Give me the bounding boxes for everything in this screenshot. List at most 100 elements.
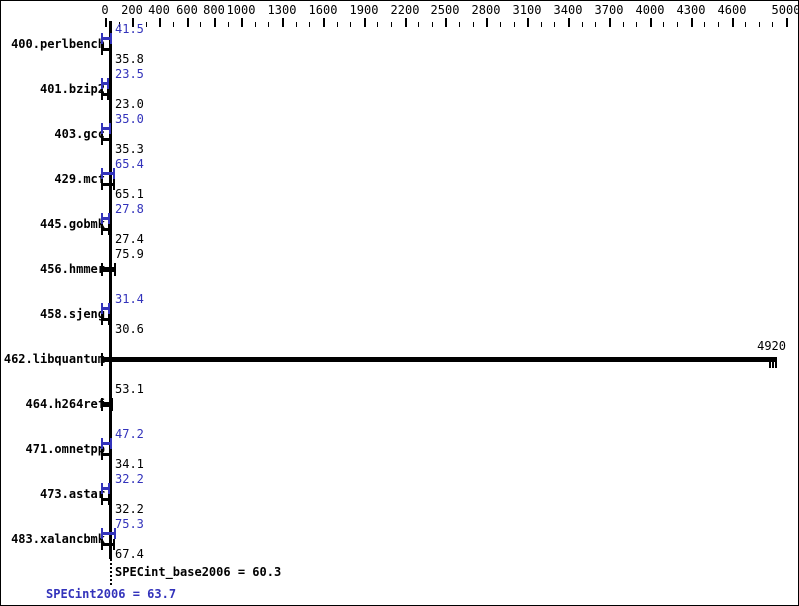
x-axis-minor-tick [255,22,256,27]
bar-start-cap [101,168,103,179]
x-axis-tick-label: 400 [148,3,170,17]
peak-bar-line [101,127,110,130]
x-axis-major-tick [214,18,216,27]
x-axis-major-tick [105,18,107,27]
bar-start-cap [101,449,103,460]
x-axis-major-tick [187,18,189,27]
x-axis-tick-label: 0 [101,3,109,17]
bar-start-cap [101,123,103,134]
x-axis-minor-tick [677,22,678,27]
x-axis-tick-label: 200 [121,3,143,17]
result-value: 75.9 [115,247,144,261]
x-axis-minor-tick [473,22,474,27]
benchmark-label: 473.astar [39,487,105,501]
x-axis-minor-tick [173,22,174,27]
bar-end-cap [113,539,115,550]
x-axis-major-tick [609,18,611,27]
x-axis-minor-tick [582,22,583,27]
x-axis-minor-tick [500,22,501,27]
bar-start-cap [101,44,103,55]
bar-end-cap [108,213,110,224]
peak-bar-line [101,172,114,175]
x-axis-tick-label: 2800 [471,3,501,17]
x-axis-major-tick [650,18,652,27]
x-axis-minor-tick [745,22,746,27]
x-axis-minor-tick [541,22,542,27]
bar-run-marker [772,357,774,368]
bar-end-cap [108,483,110,494]
bar-end-cap [109,123,111,134]
x-axis-tick-label: 4000 [635,3,665,17]
peak-value: 35.0 [115,112,144,126]
bar-run-marker [769,357,771,368]
x-axis-minor-tick [350,22,351,27]
bar-start-cap [101,263,103,276]
x-axis-tick-label: 3100 [512,3,542,17]
x-axis-minor-tick [146,22,147,27]
x-axis-major-tick [691,18,693,27]
peak-value: 75.3 [115,517,144,531]
bar-start-cap [101,528,103,539]
x-axis-minor-tick [296,22,297,27]
x-axis-minor-tick [636,22,637,27]
base-bar-line [101,228,109,231]
x-axis-major-tick [568,18,570,27]
bar-start-cap [101,89,103,100]
x-axis-tick-label: 4600 [717,3,747,17]
x-axis-major-tick [486,18,488,27]
bar-end-cap [113,168,115,179]
bar-end-cap [110,438,112,449]
bar-start-cap [101,224,103,235]
x-axis-minor-tick [391,22,392,27]
base-bar-line [101,138,110,141]
bar-end-cap [114,263,116,276]
bar-end-cap [114,528,116,539]
base-bar-line [101,357,775,362]
x-axis-major-tick [786,18,788,27]
base-value: 32.2 [115,502,144,516]
x-axis-major-tick [132,18,134,27]
benchmark-label: 456.hmmer [39,262,105,276]
x-axis-tick-label: 4300 [676,3,706,17]
x-axis-tick-label: 2500 [430,3,460,17]
x-axis-major-tick [364,18,366,27]
x-axis-tick-label: 5000 [771,3,799,17]
bar-start-cap [101,494,103,505]
bar-end-cap [108,224,110,235]
bar-start-cap [101,134,103,145]
bar-start-cap [101,303,103,314]
base-value: 67.4 [115,547,144,561]
x-axis-minor-tick [772,22,773,27]
axis-dotted-extension [110,559,112,585]
x-axis-major-tick [732,18,734,27]
base-bar-line [101,93,108,96]
bar-start-cap [101,438,103,449]
x-axis-tick-label: 1600 [308,3,338,17]
base-bar-line [101,453,110,456]
base-bar-line [101,318,109,321]
peak-bar-line [101,217,109,220]
x-axis-minor-tick [704,22,705,27]
bar-start-cap [101,179,103,190]
x-axis-minor-tick [554,22,555,27]
peak-value: 32.2 [115,472,144,486]
x-axis-minor-tick [200,22,201,27]
bar-start-cap [101,33,103,44]
peak-bar-line [101,82,108,85]
bar-end-cap [108,494,110,505]
bar-start-cap [101,78,103,89]
base-value: 65.1 [115,187,144,201]
x-axis-tick-label: 3400 [553,3,583,17]
x-axis-minor-tick [759,22,760,27]
base-value: 30.6 [115,322,144,336]
base-value: 23.0 [115,97,144,111]
base-bar-line [101,48,110,51]
benchmark-label: 400.perlbench [11,37,105,51]
benchmark-label: 462.libquantum [3,352,105,366]
x-axis-minor-tick [663,22,664,27]
bar-end-cap [109,44,111,55]
base-value: 35.3 [115,142,144,156]
x-axis-minor-tick [418,22,419,27]
x-axis-tick-label: 3700 [594,3,624,17]
